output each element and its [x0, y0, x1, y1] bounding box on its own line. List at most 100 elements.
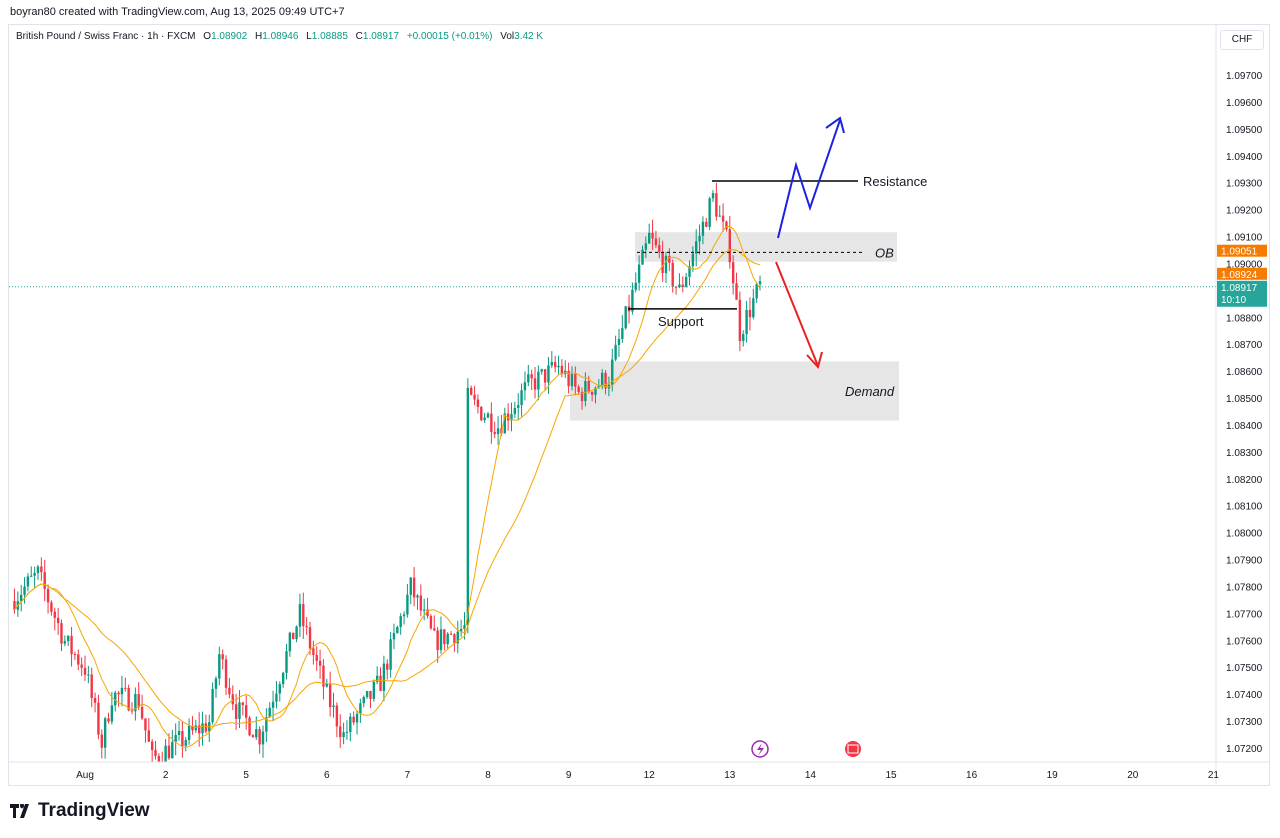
bearish-arrowhead [806, 351, 823, 370]
price-chart[interactable]: 1.09700 1.09600 1.09500 1.09400 1.09300 1.092… [0, 0, 1280, 800]
candle-body [90, 674, 93, 698]
candle-body [392, 633, 396, 640]
candle-body [56, 617, 60, 624]
currency-button[interactable]: CHF [1220, 30, 1264, 50]
symbol-name[interactable]: British Pound / Swiss Franc · 1h · FXCM [16, 31, 196, 42]
candle-body [486, 413, 490, 418]
candle-body [617, 338, 621, 345]
candle-body [426, 609, 429, 617]
candle-body [26, 576, 30, 587]
candle-body [681, 284, 684, 287]
candle-body [150, 741, 154, 751]
y-tick-label: 1.08000 [1226, 529, 1263, 540]
candle-body [406, 594, 409, 615]
x-tick-label: 9 [566, 770, 572, 781]
ob-label: OB [875, 245, 894, 260]
candle-body [735, 283, 738, 300]
x-tick-label: 15 [885, 770, 897, 781]
candle-body [67, 635, 70, 642]
candle-body [409, 577, 412, 595]
candle-body [107, 718, 110, 722]
y-tick-label: 1.09500 [1226, 125, 1263, 136]
y-tick-label: 1.07500 [1226, 663, 1263, 674]
low-label: L [306, 31, 312, 42]
calendar-event-glyph [847, 744, 859, 754]
candle-body [731, 262, 735, 284]
candle-body [46, 588, 50, 603]
y-tick-label: 1.09700 [1226, 71, 1263, 82]
candle-body [352, 716, 355, 723]
candle-body [483, 417, 486, 421]
candle-body [446, 633, 449, 645]
open-value: 1.08902 [211, 31, 248, 42]
price-label: 1.08917 [1221, 283, 1258, 294]
candle-body [429, 616, 433, 629]
candle-body [322, 665, 325, 687]
candle-body [678, 284, 681, 288]
candle-body [114, 692, 117, 706]
candle-body [295, 626, 298, 640]
bullish-arrowhead [825, 116, 845, 134]
candle-body [533, 378, 537, 390]
price-label: 1.08924 [1221, 270, 1258, 281]
candle-body [80, 664, 83, 668]
candle-body [345, 732, 349, 734]
candle-body [187, 726, 191, 741]
candle-body [587, 380, 590, 392]
y-tick-label: 1.08400 [1226, 421, 1263, 432]
x-tick-label: 21 [1208, 770, 1220, 781]
candle-body [97, 702, 100, 735]
x-tick-label: 19 [1047, 770, 1059, 781]
candle-body [748, 309, 752, 318]
candle-body [234, 704, 238, 719]
candle-body [93, 697, 97, 703]
tradingview-logo[interactable]: TradingView [10, 800, 150, 822]
candle-body [547, 365, 550, 383]
candle-body [503, 413, 506, 434]
x-tick-label: 6 [324, 770, 330, 781]
demand-zone [570, 361, 899, 421]
y-tick-label: 1.07800 [1226, 582, 1263, 593]
candle-body [698, 235, 701, 242]
candle-body [574, 374, 577, 387]
candle-body [705, 221, 708, 227]
candle-body [261, 731, 265, 745]
candle-body [191, 726, 194, 731]
close-value: 1.08917 [362, 31, 400, 42]
lightning-icon-glyph [757, 743, 764, 756]
candle-body [604, 372, 607, 389]
candle-body [375, 675, 379, 682]
bearish-path [775, 261, 819, 367]
candle-body [520, 390, 523, 406]
candle-body [584, 380, 587, 402]
candle-body [658, 245, 661, 253]
candle-body [540, 369, 543, 372]
candle-body [137, 694, 140, 707]
countdown-label: 10:10 [1221, 295, 1246, 306]
candle-body [671, 262, 674, 287]
x-tick-label: 12 [644, 770, 656, 781]
candle-body [275, 693, 278, 702]
candle-body [419, 595, 423, 611]
candle-body [708, 198, 711, 227]
bullish-path [777, 119, 841, 239]
candle-body [449, 633, 453, 635]
candle-body [490, 413, 493, 433]
candle-body [13, 600, 16, 610]
candle-body [530, 374, 533, 379]
candle-body [644, 243, 648, 250]
candle-body [154, 750, 157, 756]
candle-body [470, 387, 473, 395]
candle-body [537, 371, 540, 390]
candle-body [184, 740, 187, 746]
y-tick-label: 1.09200 [1226, 206, 1263, 217]
x-tick-label: 14 [805, 770, 817, 781]
candle-body [325, 683, 328, 687]
candle-body [355, 713, 359, 723]
moving-average-line-2 [14, 249, 761, 728]
x-tick-label: 5 [243, 770, 249, 781]
y-tick-label: 1.08300 [1226, 448, 1263, 459]
candle-body [624, 306, 627, 329]
candle-body [661, 252, 664, 274]
candle-body [124, 687, 127, 689]
